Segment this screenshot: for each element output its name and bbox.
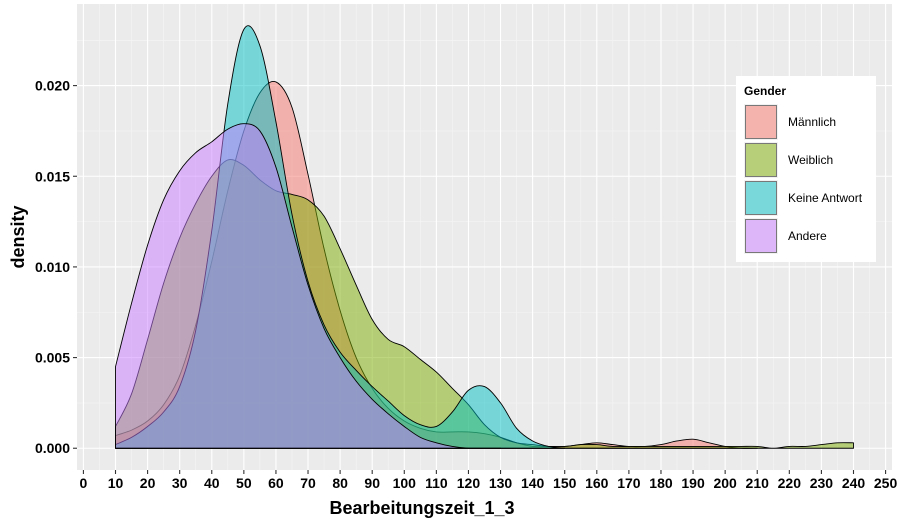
x-tick-label: 100 [393,475,417,491]
legend-item-andere: Andere [744,218,874,254]
x-tick-label: 240 [842,475,866,491]
legend-swatch-keine-antwort [745,181,777,215]
legend: Gender Männlich Weiblich Keine Antwort A… [736,76,876,262]
x-tick-label: 120 [457,475,481,491]
legend-swatch-andere [745,219,777,253]
y-tick-label: 0.000 [35,440,70,456]
legend-item-weiblich: Weiblich [744,142,874,178]
x-tick-label: 30 [172,475,188,491]
x-tick-label: 230 [810,475,834,491]
x-tick-label: 140 [521,475,545,491]
legend-key [744,180,778,216]
x-tick-label: 90 [364,475,380,491]
legend-swatch-weiblich [745,143,777,177]
x-tick-label: 220 [778,475,802,491]
x-tick-label: 190 [681,475,705,491]
x-tick-label: 10 [108,475,124,491]
legend-key [744,104,778,140]
x-tick-label: 170 [617,475,641,491]
x-tick-label: 60 [268,475,284,491]
density-areas [115,25,854,449]
legend-label: Andere [788,229,827,243]
x-tick-label: 50 [236,475,252,491]
y-tick-label: 0.005 [35,350,70,366]
x-axis-title: Bearbeitungszeit_1_3 [329,498,514,518]
x-tick-label: 130 [489,475,513,491]
x-tick-label: 200 [713,475,737,491]
x-tick-label: 150 [553,475,577,491]
x-tick-label: 70 [300,475,316,491]
y-tick-label: 0.010 [35,259,70,275]
legend-key [744,142,778,178]
x-tick-labels: 0 10 20 30 40 50 60 70 80 90 100 110 120 130 140 150 160… [80,475,898,491]
x-tick-label: 210 [746,475,770,491]
legend-label: Männlich [788,115,837,129]
y-tick-labels: 0.000 0.005 0.010 0.015 0.020 [35,78,70,457]
x-tick-label: 20 [140,475,156,491]
legend-label: Weiblich [788,153,834,167]
y-tick-label: 0.015 [35,168,70,184]
legend-label: Keine Antwort [788,191,863,205]
legend-item-maennlich: Männlich [744,104,874,140]
legend-swatch-maennlich [745,105,777,139]
legend-item-keine-antwort: Keine Antwort [744,180,874,216]
y-tick-label: 0.020 [35,78,70,94]
x-tick-label: 110 [425,475,448,491]
x-tick-label: 160 [585,475,609,491]
axis-ticks [73,85,887,474]
x-tick-label: 180 [649,475,673,491]
density-area-andere [115,123,501,449]
x-tick-label: 250 [874,475,898,491]
x-tick-label: 0 [80,475,88,491]
x-tick-label: 80 [332,475,348,491]
legend-title: Gender [744,84,787,98]
y-axis-title: density [8,205,28,268]
legend-key [744,218,778,254]
x-tick-label: 40 [204,475,220,491]
